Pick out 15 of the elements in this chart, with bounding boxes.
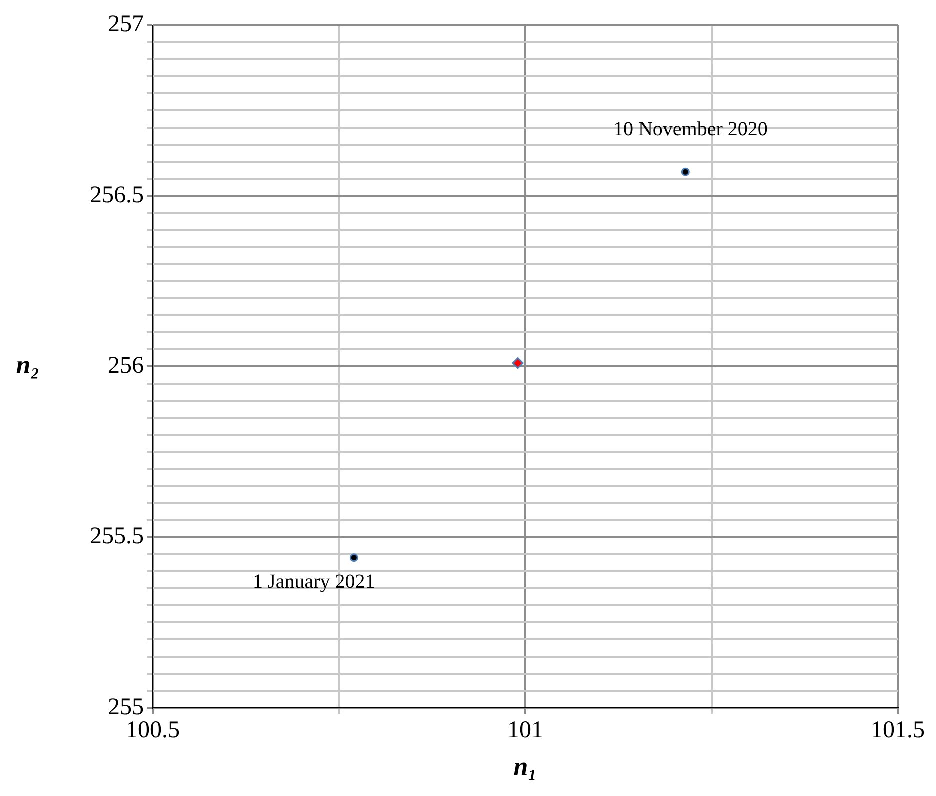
y-tick-label: 256.5: [90, 182, 144, 208]
annotation: 10 November 2020: [613, 118, 768, 140]
point: [681, 168, 690, 176]
point: [512, 358, 524, 370]
annotation: 1 January 2021: [253, 571, 376, 594]
x-tick-label: 101: [508, 718, 544, 744]
x-tick-label: 100.5: [126, 718, 180, 744]
y-tick-label: 257: [108, 12, 144, 38]
y-tick-label: 256: [108, 352, 144, 379]
point: [350, 554, 358, 562]
x-axis-title: n₁: [514, 752, 538, 782]
y-axis-title: n₂: [16, 350, 40, 380]
y-tick-label: 255.5: [90, 524, 144, 550]
y-tick-label: 255: [108, 694, 144, 720]
x-tick-label: 101.5: [871, 718, 925, 744]
